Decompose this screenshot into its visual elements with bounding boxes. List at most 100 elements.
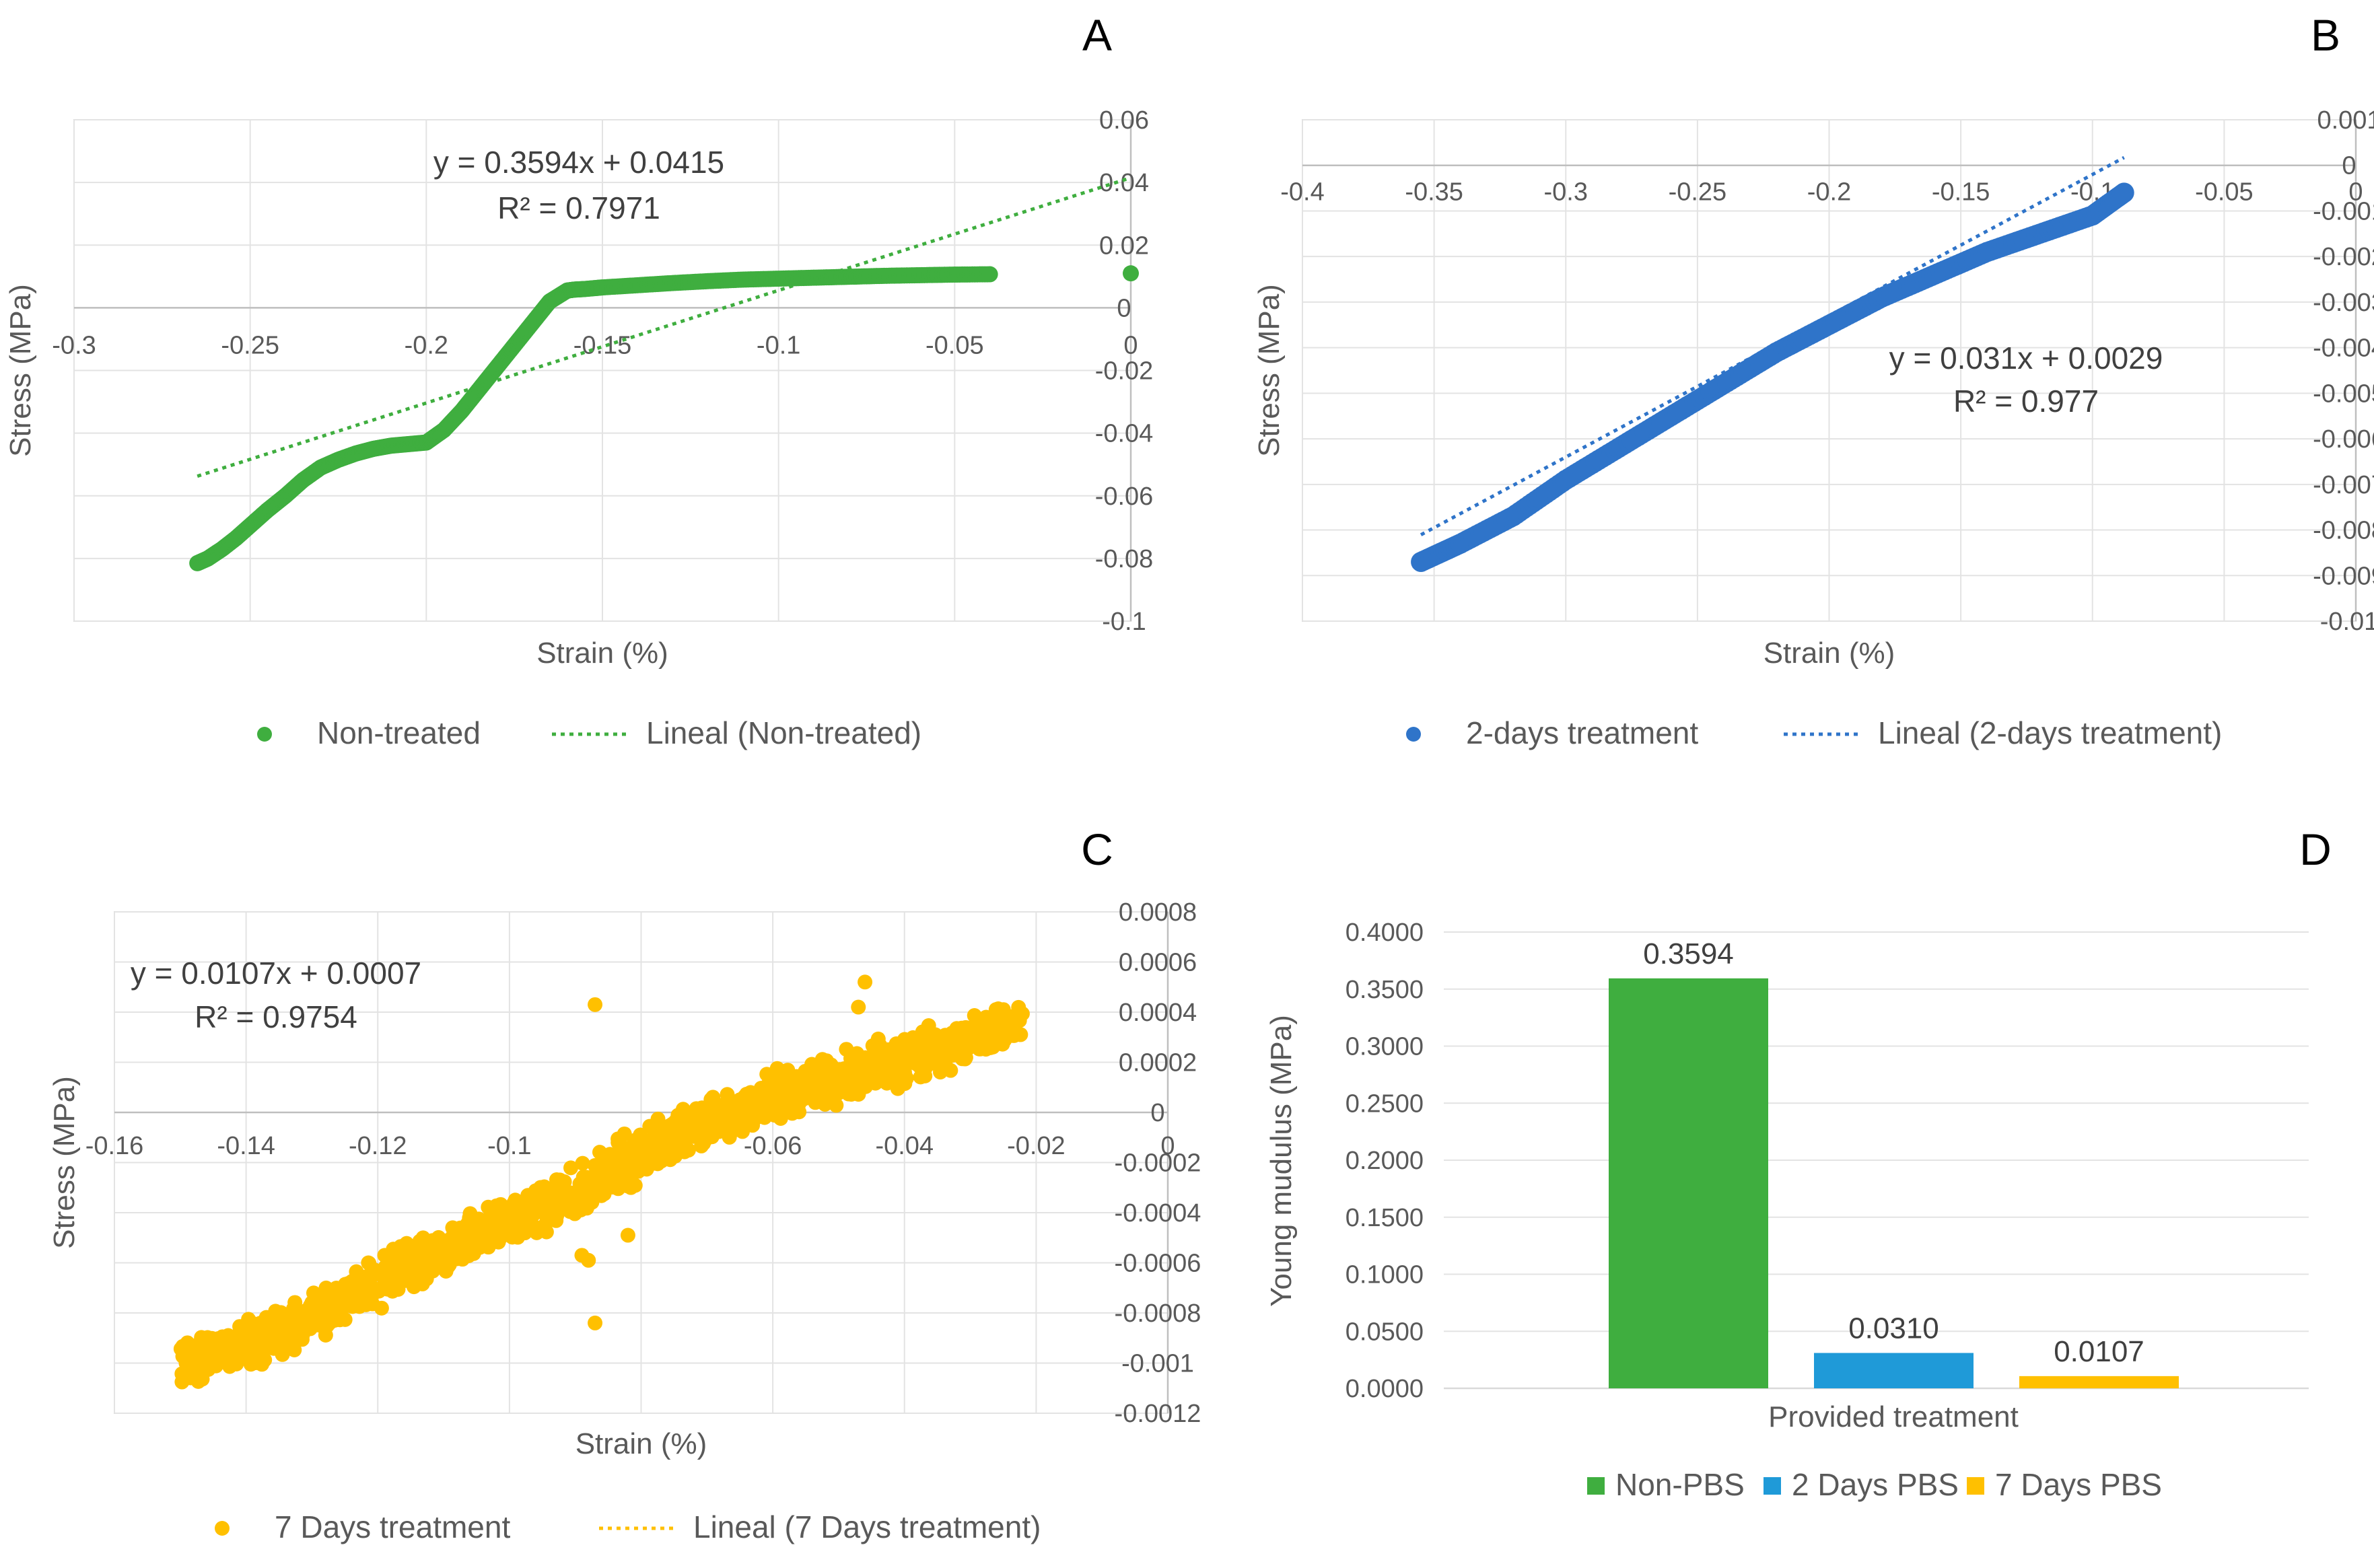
y-tick-label: 0.1500 [1346,1204,1424,1232]
legend-label: Lineal (2-days treatment) [1878,715,2222,750]
data-point [476,1219,491,1235]
bar-2-days-pbs [1814,1353,1974,1388]
legend: Non-PBS 2 Days PBS 7 Days PBS [1587,1467,2162,1502]
data-point [816,1073,832,1089]
data-point [491,1234,506,1250]
y-tick-label: 0 [1150,1099,1164,1127]
data-point [266,1341,281,1356]
x-axis-title: Strain (%) [1764,637,1895,670]
data-point [644,1156,660,1172]
data-point [409,1254,424,1270]
data-point [377,1248,392,1263]
data-point [715,1103,730,1118]
data-point [798,1065,813,1080]
data-point [889,1048,905,1063]
data-point [2114,182,2134,203]
legend: 7 Days treatment Lineal (7 Days treatment… [215,1509,1041,1544]
data-point [845,1083,860,1098]
x-tick-label: -0.4 [1280,178,1324,207]
data-point [779,1096,794,1111]
data-point [286,1301,302,1316]
data-point [435,1236,451,1251]
data-point [830,1074,845,1090]
y-tick-label: -0.004 [2313,334,2374,363]
legend-swatch [1587,1477,1605,1495]
data-point [829,1098,844,1113]
x-tick-label: -0.12 [349,1132,407,1160]
data-point [351,1284,366,1299]
x-tick-label: -0.02 [1007,1132,1066,1160]
x-tick-label: -0.15 [1932,178,1990,207]
data-point [853,1061,868,1076]
data-point [210,1355,225,1370]
y-tick-label: -0.02 [1095,357,1154,386]
data-point [800,1085,815,1100]
legend-swatch [1764,1477,1781,1495]
data-point [839,1042,854,1057]
data-point [761,1079,777,1094]
data-point [257,1352,273,1367]
x-tick-label: -0.04 [875,1132,934,1160]
trendline [1420,155,2125,536]
y-tick-label: -0.06 [1095,483,1154,511]
data-point [396,1250,412,1265]
legend: Non-treated Lineal (Non-treated) [257,715,921,750]
y-tick-label: 0.2000 [1346,1147,1424,1175]
data-point [245,1320,260,1336]
trendline-equation: y = 0.0107x + 0.0007 [131,956,421,991]
y-tick-label: -0.008 [2313,517,2374,545]
y-tick-label: -0.0004 [1115,1199,1201,1227]
x-tick-label: 0 [1123,331,1138,359]
trendline-equation: y = 0.031x + 0.0029 [1889,341,2163,376]
x-tick-label: -0.25 [221,331,279,359]
data-point [575,1155,590,1171]
data-point [575,1170,591,1185]
data-point [620,1227,635,1243]
data-point [333,1312,348,1328]
bar-data-label: 0.0107 [2054,1335,2144,1368]
data-point [578,1186,594,1202]
y-tick-label: 0.0006 [1119,949,1197,977]
data-point [540,1211,555,1226]
x-tick-label: -0.14 [217,1132,275,1160]
data-point [975,1022,990,1038]
x-axis-title: Strain (%) [536,637,668,670]
x-tick-label: -0.2 [1807,178,1851,207]
y-tick-label: -0.1 [1102,608,1146,636]
panel-b: -0.01 -0.009 -0.008 -0.007 -0.006 -0.005 -0.00… [1253,10,2374,750]
y-tick-label: 0.4000 [1346,919,1424,947]
y-tick-label: 0.3000 [1346,1033,1424,1061]
data-point [1014,1006,1030,1022]
data-point [610,1135,626,1150]
data-point [581,1252,596,1268]
legend-label: Lineal (7 Days treatment) [693,1509,1041,1544]
data-point [786,1073,802,1088]
y-tick-label: 0.0004 [1119,999,1197,1027]
x-tick-label: -0.15 [573,331,632,359]
data-point [555,1186,571,1201]
y-tick-label: 0.0500 [1346,1318,1424,1346]
y-tick-label: -0.01 [2320,608,2374,636]
x-tick-label: -0.35 [1405,178,1463,207]
data-point [588,997,603,1012]
data-point [890,1081,905,1096]
data-point [720,1087,735,1102]
data-point [748,1086,764,1102]
data-point [703,1117,719,1133]
x-tick-label: 0 [2348,178,2363,207]
x-tick-label: -0.16 [85,1132,144,1160]
y-axis-title: Stress (MPa) [4,284,37,457]
x-tick-label: -0.06 [744,1132,802,1160]
x-axis-title: Provided treatment [1768,1400,2019,1433]
legend-label: 2 Days PBS [1792,1467,1959,1502]
data-point [965,1032,980,1047]
data-point [205,1337,221,1352]
legend-label: 7 Days treatment [275,1509,510,1544]
data-point [225,1354,241,1369]
bar-data-label: 0.3594 [1643,937,1734,970]
data-point [461,1248,477,1263]
y-tick-label: -0.08 [1095,545,1154,573]
y-axis-title: Stress (MPa) [48,1076,81,1249]
data-point [823,1057,839,1073]
